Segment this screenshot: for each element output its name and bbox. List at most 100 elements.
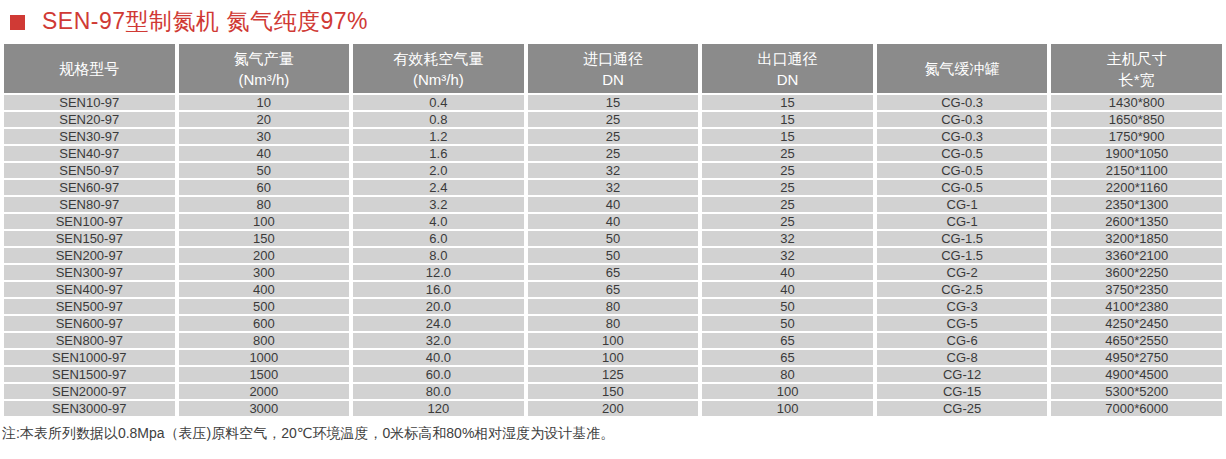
column-header-3: 进口通径 DN [528,44,699,93]
table-cell: 5300*5200 [1051,384,1222,399]
table-cell: 7000*6000 [1051,401,1222,416]
table-cell: 0.4 [353,95,524,110]
table-cell: SEN400-97 [4,282,175,297]
table-row: SEN80-97803.24025CG-12350*1300 [4,197,1222,212]
table-cell: 150 [179,231,350,246]
table-cell: 80 [179,197,350,212]
table-cell: 2.0 [353,163,524,178]
table-cell: 2200*1160 [1051,180,1222,195]
table-cell: CG-1.5 [877,231,1048,246]
table-cell: 2350*1300 [1051,197,1222,212]
table-body: SEN10-97100.41515CG-0.31430*800SEN20-972… [4,95,1222,416]
table-cell: 15 [702,129,873,144]
table-cell: 65 [702,350,873,365]
table-cell: 3.2 [353,197,524,212]
table-cell: CG-25 [877,401,1048,416]
table-cell: SEN2000-97 [4,384,175,399]
column-header-4: 出口通径 DN [702,44,873,93]
table-cell: 40 [528,214,699,229]
table-cell: 32.0 [353,333,524,348]
table-cell: 25 [528,146,699,161]
table-cell: CG-12 [877,367,1048,382]
table-cell: 50 [179,163,350,178]
table-cell: SEN1500-97 [4,367,175,382]
table-row: SEN10-97100.41515CG-0.31430*800 [4,95,1222,110]
table-cell: 4950*2750 [1051,350,1222,365]
table-cell: CG-0.5 [877,180,1048,195]
table-cell: 25 [702,180,873,195]
table-cell: 500 [179,299,350,314]
table-cell: 50 [702,316,873,331]
table-cell: 80 [702,367,873,382]
table-cell: CG-1 [877,197,1048,212]
table-cell: CG-0.3 [877,95,1048,110]
column-header-1: 氮气产量 (Nm³/h) [179,44,350,93]
table-cell: CG-1.5 [877,248,1048,263]
table-cell: 25 [702,214,873,229]
table-cell: 40.0 [353,350,524,365]
table-cell: 12.0 [353,265,524,280]
table-cell: CG-0.5 [877,146,1048,161]
table-cell: SEN200-97 [4,248,175,263]
table-cell: CG-2 [877,265,1048,280]
table-cell: 40 [528,197,699,212]
table-cell: 40 [702,265,873,280]
table-cell: 50 [702,299,873,314]
table-head: 规格型号氮气产量 (Nm³/h)有效耗空气量 (Nm³/h)进口通径 DN出口通… [4,44,1222,93]
table-cell: SEN100-97 [4,214,175,229]
table-cell: 100 [528,350,699,365]
column-header-2: 有效耗空气量 (Nm³/h) [353,44,524,93]
table-cell: 32 [702,248,873,263]
table-cell: 3000 [179,401,350,416]
table-cell: SEN3000-97 [4,401,175,416]
table-cell: 24.0 [353,316,524,331]
table-cell: SEN500-97 [4,299,175,314]
table-cell: 15 [702,112,873,127]
table-cell: SEN60-97 [4,180,175,195]
table-cell: 3360*2100 [1051,248,1222,263]
table-cell: 2000 [179,384,350,399]
table-cell: 100 [702,401,873,416]
table-cell: 65 [702,333,873,348]
table-row: SEN3000-973000120200100CG-257000*6000 [4,401,1222,416]
table-row: SEN2000-97200080.0150100CG-155300*5200 [4,384,1222,399]
table-cell: 2600*1350 [1051,214,1222,229]
table-cell: 32 [528,180,699,195]
table-cell: SEN50-97 [4,163,175,178]
table-cell: 10 [179,95,350,110]
table-cell: 25 [702,163,873,178]
table-cell: 100 [528,333,699,348]
table-cell: SEN30-97 [4,129,175,144]
column-header-5: 氮气缓冲罐 [877,44,1048,93]
table-row: SEN1000-97100040.010065CG-84950*2750 [4,350,1222,365]
table-cell: 80.0 [353,384,524,399]
table-cell: 20 [179,112,350,127]
table-cell: 0.8 [353,112,524,127]
column-header-6: 主机尺寸 长*宽 [1051,44,1222,93]
table-cell: 4250*2450 [1051,316,1222,331]
table-cell: 25 [528,112,699,127]
table-row: SEN150-971506.05032CG-1.53200*1850 [4,231,1222,246]
table-row: SEN200-972008.05032CG-1.53360*2100 [4,248,1222,263]
table-cell: 200 [528,401,699,416]
table-cell: CG-3 [877,299,1048,314]
table-row: SEN30-97301.22515CG-0.31750*900 [4,129,1222,144]
table-cell: 4900*4500 [1051,367,1222,382]
table-cell: 4.0 [353,214,524,229]
table-cell: 150 [528,384,699,399]
table-cell: 100 [179,214,350,229]
table-cell: CG-1 [877,214,1048,229]
table-row: SEN500-9750020.08050CG-34100*2380 [4,299,1222,314]
table-cell: 800 [179,333,350,348]
table-cell: 3750*2350 [1051,282,1222,297]
table-cell: 40 [702,282,873,297]
table-cell: 2150*1100 [1051,163,1222,178]
table-cell: 32 [528,163,699,178]
table-cell: 40 [179,146,350,161]
table-cell: CG-0.3 [877,112,1048,127]
table-cell: 16.0 [353,282,524,297]
table-row: SEN40-97401.62525CG-0.51900*1050 [4,146,1222,161]
table-row: SEN100-97 1004.0 4025 CG-12600*1350 [4,214,1222,229]
table-row: SEN20-97200.82515CG-0.31650*850 [4,112,1222,127]
red-square-bullet-icon [10,15,25,30]
